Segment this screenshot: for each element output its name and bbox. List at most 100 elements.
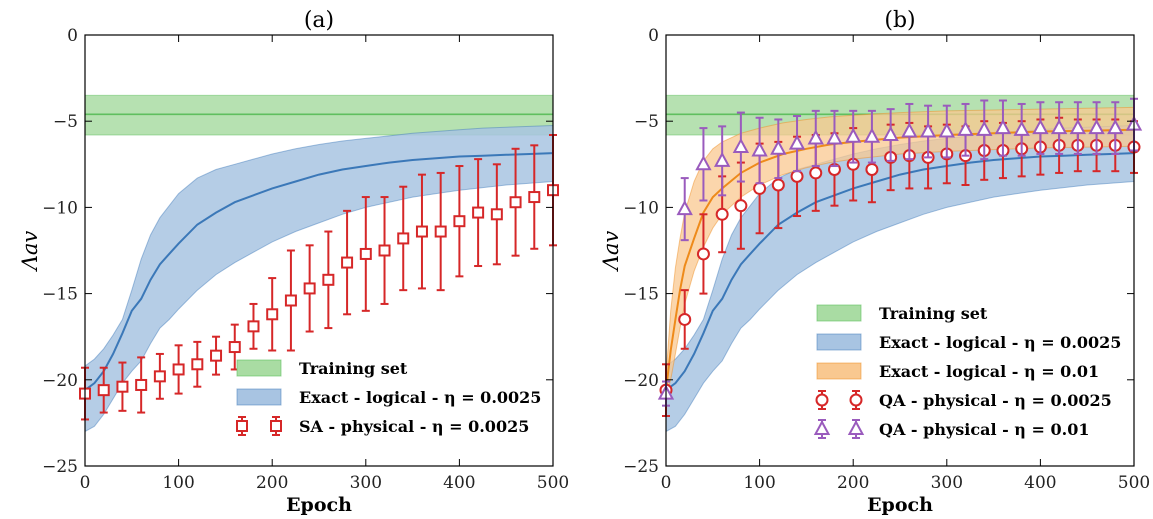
data-point xyxy=(266,308,279,321)
x-tick-label: 500 xyxy=(1118,473,1150,493)
data-point xyxy=(172,363,185,376)
mean-line-exact-0025 xyxy=(85,152,553,391)
data-point xyxy=(901,122,918,138)
band-exact-0025 xyxy=(85,124,553,433)
data-point xyxy=(1050,118,1068,135)
data-point xyxy=(807,129,824,145)
y-tick-label: −15 xyxy=(623,285,659,305)
y-tick-label: −20 xyxy=(42,371,78,391)
data-point xyxy=(1032,118,1049,135)
data-point xyxy=(1013,120,1030,136)
data-point xyxy=(826,129,843,145)
data-point xyxy=(863,127,881,143)
data-point xyxy=(676,200,693,216)
data-point xyxy=(509,196,522,209)
legend-swatch-training xyxy=(816,304,862,322)
y-axis-label: Λav xyxy=(18,231,42,273)
legend-swatch-training xyxy=(236,359,282,377)
y-tick-label: −25 xyxy=(42,457,78,477)
x-tick-label: 300 xyxy=(931,473,963,493)
data-point xyxy=(1088,118,1105,135)
x-tick-label: 100 xyxy=(162,473,194,493)
data-point xyxy=(528,191,541,204)
y-tick-label: −10 xyxy=(623,198,659,218)
legend-marker xyxy=(270,420,282,432)
y-tick-label: −20 xyxy=(623,371,659,391)
panel-title: (b) xyxy=(884,8,915,33)
data-point xyxy=(153,370,166,383)
y-tick-label: −5 xyxy=(53,112,78,132)
axes-frame xyxy=(84,34,554,467)
data-point xyxy=(809,166,823,180)
legend-marker xyxy=(849,393,863,407)
legend-label: Training set xyxy=(299,359,408,378)
data-point xyxy=(845,127,862,143)
training-set-band xyxy=(85,94,553,136)
data-point xyxy=(790,169,804,183)
panel-a: 0 100 200 300 400 500 0 −5 −10 −15 −20 −25 (a) Epoch Λ… xyxy=(18,8,569,516)
legend-marker xyxy=(815,393,829,407)
legend-marker xyxy=(813,419,831,435)
data-point xyxy=(770,139,787,155)
plot-area-a xyxy=(85,94,553,433)
y-tick-label: −15 xyxy=(42,285,78,305)
data-point xyxy=(732,137,750,154)
legend-marker xyxy=(236,420,248,432)
axes-frame xyxy=(665,34,1135,467)
y-axis-label: Λav xyxy=(599,231,623,273)
data-point xyxy=(696,247,710,261)
data-point xyxy=(1069,118,1087,135)
x-tick-label: 400 xyxy=(1024,473,1056,493)
legend-swatch-band xyxy=(816,333,862,351)
data-point xyxy=(341,256,354,269)
x-tick-label: 0 xyxy=(80,473,91,493)
data-point xyxy=(1107,118,1124,135)
legend-marker xyxy=(847,419,865,435)
data-point xyxy=(97,384,110,397)
legend-swatch-band xyxy=(236,388,282,406)
data-point xyxy=(303,282,316,295)
series-triangle xyxy=(657,97,1143,407)
x-tick-label: 200 xyxy=(837,473,869,493)
data-point xyxy=(490,208,503,221)
x-axis-label: Epoch xyxy=(286,494,352,516)
x-tick-label: 200 xyxy=(256,473,288,493)
data-point xyxy=(994,118,1012,135)
data-point xyxy=(397,232,410,245)
legend-label: Exact - logical - η = 0.01 xyxy=(879,362,1099,381)
x-tick-label: 0 xyxy=(661,473,672,493)
data-point xyxy=(734,199,748,213)
data-point xyxy=(228,341,241,354)
mean-line-exact-0025 xyxy=(666,152,1134,391)
panel-b: 0 100 200 300 400 500 0 −5 −10 −15 −20 −25 (b) Epoch Λ… xyxy=(599,8,1150,516)
x-tick-label: 500 xyxy=(537,473,569,493)
legend: Training set Exact - logical - η = 0.0025… xyxy=(813,304,1121,439)
legend-swatch-band xyxy=(816,362,862,380)
y-tick-label: 0 xyxy=(67,26,78,46)
data-point xyxy=(695,155,712,171)
data-point xyxy=(453,215,466,228)
data-point xyxy=(322,273,335,286)
data-point xyxy=(976,120,993,136)
data-point xyxy=(751,141,768,157)
legend-label: Exact - logical - η = 0.0025 xyxy=(879,333,1121,352)
y-tick-label: 0 xyxy=(648,26,659,46)
x-axis-label: Epoch xyxy=(867,494,933,516)
data-point xyxy=(415,225,428,238)
legend: Training set Exact - logical - η = 0.0025… xyxy=(236,359,541,436)
legend-label: QA - physical - η = 0.0025 xyxy=(879,391,1112,410)
data-point xyxy=(247,320,260,333)
data-point xyxy=(359,247,372,260)
x-tick-label: 400 xyxy=(443,473,475,493)
data-point xyxy=(753,181,767,195)
legend-label: QA - physical - η = 0.01 xyxy=(879,420,1089,439)
data-point xyxy=(191,358,204,371)
data-point xyxy=(788,134,806,150)
band-exact-0025 xyxy=(666,124,1134,433)
data-point xyxy=(678,312,692,326)
data-point xyxy=(434,225,447,238)
data-point xyxy=(771,178,785,192)
y-tick-label: −5 xyxy=(634,112,659,132)
y-tick-label: −10 xyxy=(42,198,78,218)
data-point xyxy=(882,125,899,141)
